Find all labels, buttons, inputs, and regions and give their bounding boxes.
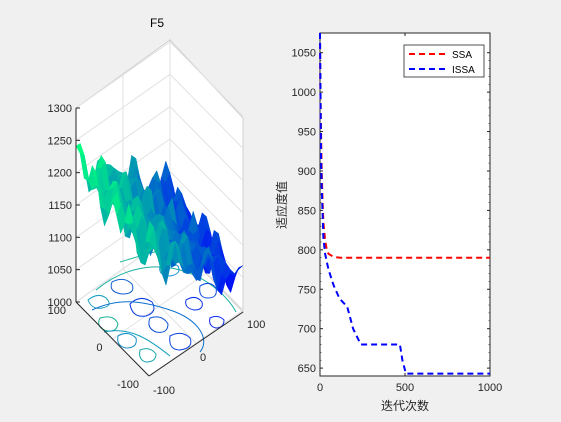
- y-tick-label: -100: [153, 385, 175, 397]
- x-tick-label: 100: [48, 305, 66, 317]
- y-tick-label: 700: [298, 324, 316, 336]
- x-tick-label: 0: [96, 342, 102, 354]
- y-tick-label: 100: [247, 319, 265, 331]
- z-axis: 1000 1050 1100 1150 1200 1250 1300: [48, 103, 80, 309]
- z-tick-label: 1250: [48, 135, 72, 147]
- line-axes: 650 700 750 800 850 900 950 1000 1050 0 500 1000: [292, 33, 502, 394]
- surface-mesh: [75, 143, 244, 296]
- y-tick-label: 900: [298, 166, 316, 178]
- legend-box: [403, 44, 485, 78]
- contour-line: [139, 348, 157, 363]
- x-axis-label: 迭代次数: [381, 398, 429, 413]
- contour-line: [169, 332, 192, 351]
- legend: SSA ISSA: [403, 44, 485, 78]
- z-tick-label: 1300: [48, 103, 72, 115]
- contour-line: [199, 282, 217, 299]
- series-line-issa: [319, 32, 490, 375]
- y-tick-label: 950: [298, 127, 316, 139]
- y-tick-label: 750: [298, 284, 316, 296]
- y-tick-label: 850: [298, 205, 316, 217]
- contour-line: [185, 296, 203, 311]
- z-tick-label: 1100: [48, 232, 72, 244]
- y-tick-label: 1050: [292, 48, 316, 60]
- x-tick-label: 500: [396, 382, 414, 394]
- y-tick-label: 1000: [292, 87, 316, 99]
- x-axis-line: [75, 301, 150, 377]
- x-axis: 100 0 -100: [48, 301, 150, 391]
- y-tick-label: 650: [298, 363, 316, 375]
- z-tick-label: 1150: [48, 200, 72, 212]
- y-axis-line: [148, 311, 244, 377]
- contour-line: [148, 316, 169, 333]
- z-tick-label: 1050: [48, 265, 72, 277]
- convergence-plot: 650 700 750 800 850 900 950 1000 1050 0 500 1000 迭代…: [274, 32, 502, 413]
- y-axis: -100 0 100: [148, 311, 265, 397]
- legend-label-issa: ISSA: [452, 65, 475, 76]
- floor-gridline: [122, 268, 197, 344]
- x-tick-label: 1000: [478, 382, 502, 394]
- surface-title: F5: [150, 16, 164, 30]
- contour-line: [129, 298, 155, 317]
- contour-line: [95, 266, 237, 313]
- contour-line: [103, 330, 171, 357]
- x-tick-label: 0: [317, 382, 323, 394]
- y-tick-label: 0: [200, 352, 206, 364]
- contour-line: [110, 278, 134, 295]
- z-tick-label: 1200: [48, 168, 72, 180]
- y-axis-label: 适应度值: [274, 181, 289, 229]
- plot-area: [319, 32, 491, 377]
- z-tick-label: 1000: [48, 297, 72, 309]
- legend-label-ssa: SSA: [452, 50, 472, 61]
- y-tick-label: 800: [298, 245, 316, 257]
- surface-patch: [144, 247, 154, 253]
- x-tick-label: -100: [117, 379, 139, 391]
- line-series: [319, 32, 490, 375]
- contour-line: [117, 332, 137, 349]
